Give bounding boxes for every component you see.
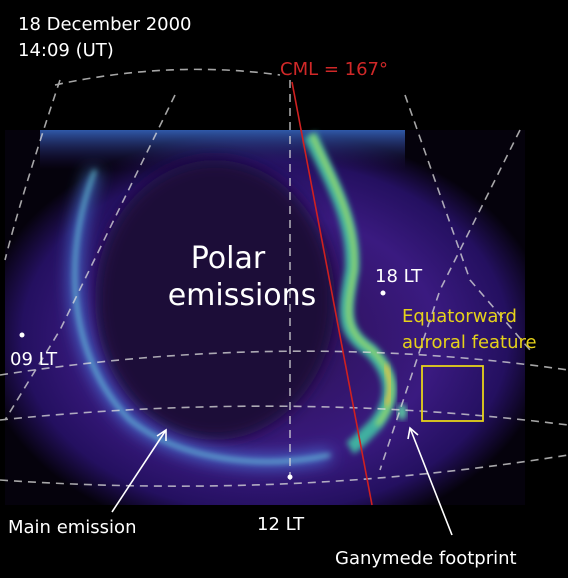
lt-label: 09 LT [10, 349, 58, 370]
feature-label: auroral feature [402, 332, 537, 353]
lt-label: 18 LT [375, 266, 423, 287]
feature-label: Equatorward [402, 306, 517, 327]
cml-label: CML = 167° [280, 59, 388, 80]
polar-label: emissions [168, 278, 317, 313]
aurora-image: 18 December 2000 14:09 (UT) CML = 167° P… [0, 0, 568, 578]
polar-label: Polar [191, 241, 266, 276]
ganymede-label: Ganymede footprint [335, 548, 517, 569]
date: 18 December 2000 [18, 14, 192, 35]
lt-dot [381, 291, 386, 296]
lt-dot [20, 333, 25, 338]
main-emission-label: Main emission [8, 517, 136, 538]
time: 14:09 (UT) [18, 40, 114, 61]
lt-label: 12 LT [257, 514, 305, 535]
lt-dot [288, 475, 293, 480]
